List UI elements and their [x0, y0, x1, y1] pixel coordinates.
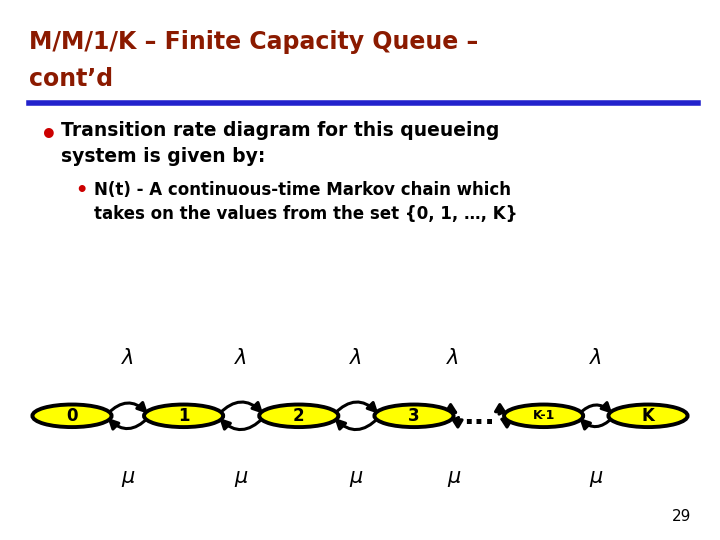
Circle shape [144, 404, 223, 427]
FancyArrowPatch shape [446, 404, 456, 414]
FancyArrowPatch shape [334, 402, 376, 414]
FancyArrowPatch shape [495, 404, 505, 414]
Text: ...: ... [463, 402, 495, 430]
Text: μ: μ [121, 467, 135, 488]
Text: cont’d: cont’d [29, 68, 113, 91]
Circle shape [504, 404, 583, 427]
Text: λ: λ [447, 348, 460, 368]
Text: •: • [76, 181, 88, 200]
FancyArrowPatch shape [502, 417, 511, 427]
Text: 29: 29 [672, 509, 691, 524]
Text: λ: λ [235, 348, 248, 368]
Text: μ: μ [447, 467, 460, 488]
Text: 1: 1 [178, 407, 189, 425]
Text: λ: λ [350, 348, 363, 368]
Text: Transition rate diagram for this queueing
system is given by:: Transition rate diagram for this queuein… [61, 122, 500, 165]
FancyArrowPatch shape [222, 418, 264, 430]
Circle shape [32, 404, 112, 427]
Text: μ: μ [589, 467, 603, 488]
Text: 0: 0 [66, 407, 78, 425]
Text: K-1: K-1 [532, 409, 555, 422]
Circle shape [374, 404, 454, 427]
Text: μ: μ [350, 467, 363, 488]
FancyArrowPatch shape [579, 403, 610, 414]
Text: λ: λ [590, 348, 602, 368]
FancyArrowPatch shape [107, 402, 145, 414]
Text: •: • [40, 122, 58, 150]
FancyArrowPatch shape [219, 402, 261, 414]
FancyArrowPatch shape [337, 418, 379, 430]
FancyArrowPatch shape [110, 418, 148, 429]
Circle shape [259, 404, 338, 427]
Circle shape [608, 404, 688, 427]
Text: 2: 2 [293, 407, 305, 425]
FancyArrowPatch shape [582, 418, 613, 429]
FancyArrowPatch shape [453, 417, 462, 427]
Text: M/M/1/K – Finite Capacity Queue –: M/M/1/K – Finite Capacity Queue – [29, 30, 478, 53]
Text: K: K [642, 407, 654, 425]
Text: 3: 3 [408, 407, 420, 425]
Text: λ: λ [122, 348, 134, 368]
Text: μ: μ [235, 467, 248, 488]
Text: N(t) - A continuous-time Markov chain which
takes on the values from the set {0,: N(t) - A continuous-time Markov chain wh… [94, 181, 517, 222]
